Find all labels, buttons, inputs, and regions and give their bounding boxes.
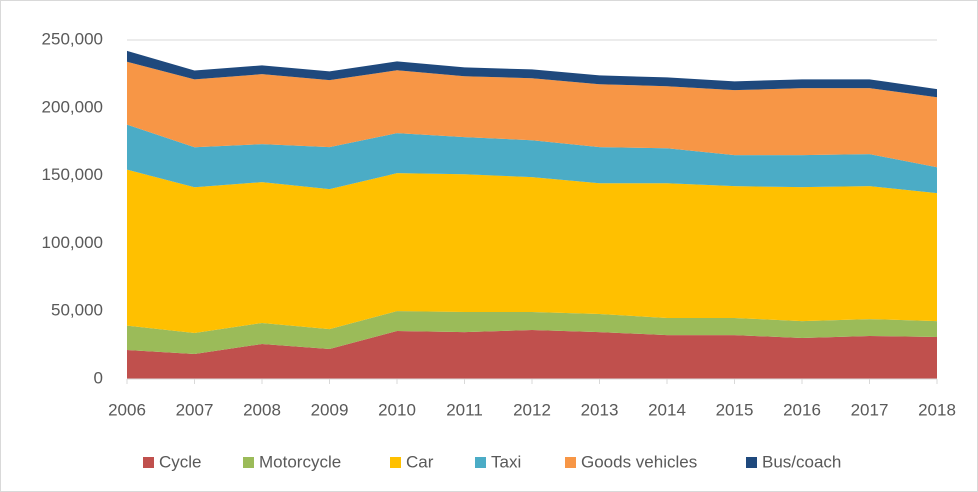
area bbox=[127, 61, 937, 168]
y-tick-label: 50,000 bbox=[51, 301, 103, 320]
x-tick-label: 2012 bbox=[513, 400, 551, 419]
area bbox=[127, 50, 937, 98]
x-tick-label: 2014 bbox=[648, 400, 686, 419]
x-tick-label: 2018 bbox=[918, 400, 956, 419]
y-tick-label: 150,000 bbox=[42, 165, 103, 184]
legend-label: Taxi bbox=[491, 452, 521, 471]
x-tick-label: 2011 bbox=[446, 400, 483, 419]
x-tick-label: 2006 bbox=[108, 400, 146, 419]
y-tick-label: 250,000 bbox=[42, 29, 103, 48]
y-tick-label: 200,000 bbox=[42, 97, 103, 116]
legend-label: Bus/coach bbox=[762, 452, 841, 471]
legend-swatch bbox=[746, 457, 757, 468]
legend-label: Goods vehicles bbox=[581, 452, 697, 471]
legend-swatch bbox=[390, 457, 401, 468]
area bbox=[127, 169, 937, 334]
legend-swatch bbox=[243, 457, 254, 468]
area bbox=[127, 330, 937, 379]
area bbox=[127, 311, 937, 355]
y-tick-label: 100,000 bbox=[42, 233, 103, 252]
x-tick-label: 2016 bbox=[783, 400, 821, 419]
legend-swatch bbox=[565, 457, 576, 468]
area bbox=[127, 124, 937, 194]
x-tick-label: 2007 bbox=[176, 400, 214, 419]
x-tick-label: 2008 bbox=[243, 400, 281, 419]
legend-label: Motorcycle bbox=[259, 452, 341, 471]
legend-swatch bbox=[143, 457, 154, 468]
legend-label: Cycle bbox=[159, 452, 202, 471]
legend-swatch bbox=[475, 457, 486, 468]
y-tick-label: 0 bbox=[94, 368, 103, 387]
x-tick-label: 2015 bbox=[716, 400, 754, 419]
x-tick-label: 2017 bbox=[851, 400, 889, 419]
legend-label: Car bbox=[406, 452, 434, 471]
x-tick-label: 2009 bbox=[311, 400, 349, 419]
x-tick-label: 2010 bbox=[378, 400, 416, 419]
x-tick-label: 2013 bbox=[581, 400, 619, 419]
